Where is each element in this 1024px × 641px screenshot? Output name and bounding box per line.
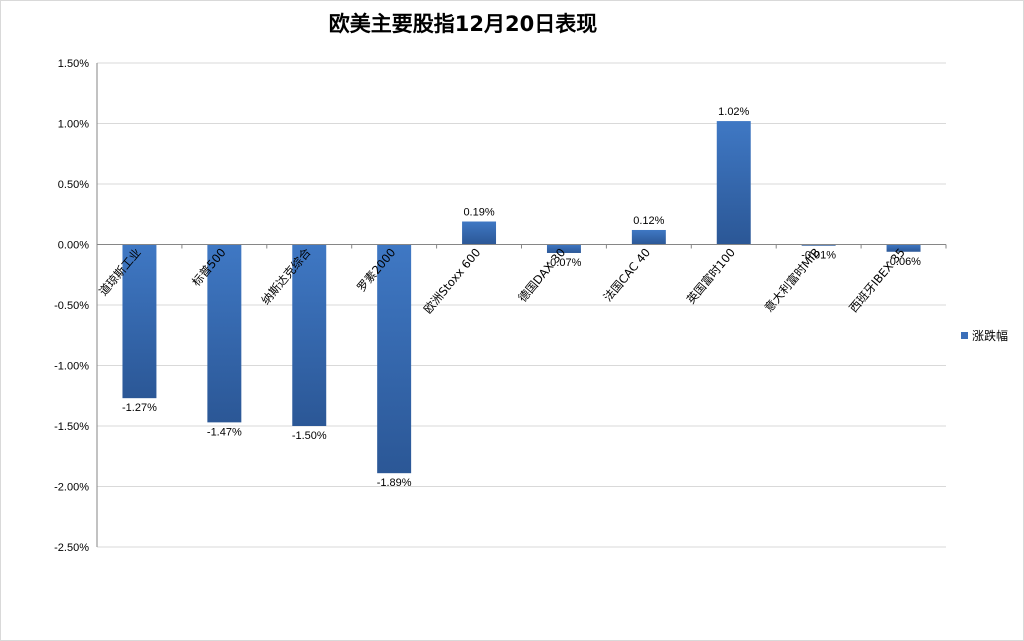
data-label: -1.27% xyxy=(122,402,157,414)
y-axis-ticks: 1.50% 1.00% 0.50% 0.00% -0.50% -1.00% -1.50% -2… xyxy=(54,58,89,554)
y-tick-label: 1.50% xyxy=(58,58,89,70)
y-tick-label: -1.00% xyxy=(54,361,89,373)
legend-swatch xyxy=(961,332,968,339)
category-label: 法国CAC 40 xyxy=(601,245,654,304)
category-label: 欧洲Stoxx 600 xyxy=(421,245,484,316)
data-label: 1.02% xyxy=(718,106,749,118)
data-labels: -1.27% -1.47% -1.50% -1.89% 0.19% -0.07% 0.12%… xyxy=(122,106,921,489)
y-tick-label: -0.50% xyxy=(54,300,89,312)
category-label: 意大利富时MIB xyxy=(762,245,823,314)
data-label: -1.47% xyxy=(207,426,242,438)
legend: 涨跌幅 xyxy=(961,328,1008,343)
y-tick-label: -2.50% xyxy=(54,542,89,554)
category-label: 英国富时100 xyxy=(684,245,738,306)
bar xyxy=(546,244,581,253)
bar xyxy=(122,244,157,399)
bars xyxy=(122,121,921,474)
y-tick-label: 1.00% xyxy=(58,119,89,131)
y-tick-label: -2.00% xyxy=(54,482,89,494)
data-label: -0.01% xyxy=(801,250,836,262)
data-label: -1.89% xyxy=(377,477,412,489)
bar xyxy=(716,121,751,245)
y-tick-label: -1.50% xyxy=(54,421,89,433)
y-tick-label: 0.00% xyxy=(58,240,89,252)
bar xyxy=(207,244,242,423)
data-label: -0.06% xyxy=(886,256,921,268)
data-label: 0.12% xyxy=(633,215,664,227)
y-tick-label: 0.50% xyxy=(58,179,89,191)
bar xyxy=(462,221,497,245)
data-label: 0.19% xyxy=(463,207,494,219)
data-label: -0.07% xyxy=(547,257,582,269)
data-label: -1.50% xyxy=(292,430,327,442)
bar xyxy=(292,244,327,426)
chart-title: 欧美主要股指12月20日表现 xyxy=(329,12,597,36)
category-label: 德国DAX 30 xyxy=(515,245,568,304)
axes xyxy=(96,63,947,547)
bar xyxy=(801,244,836,246)
bar xyxy=(377,244,412,474)
bar xyxy=(886,244,921,252)
legend-label: 涨跌幅 xyxy=(972,328,1008,343)
bar xyxy=(631,229,666,245)
